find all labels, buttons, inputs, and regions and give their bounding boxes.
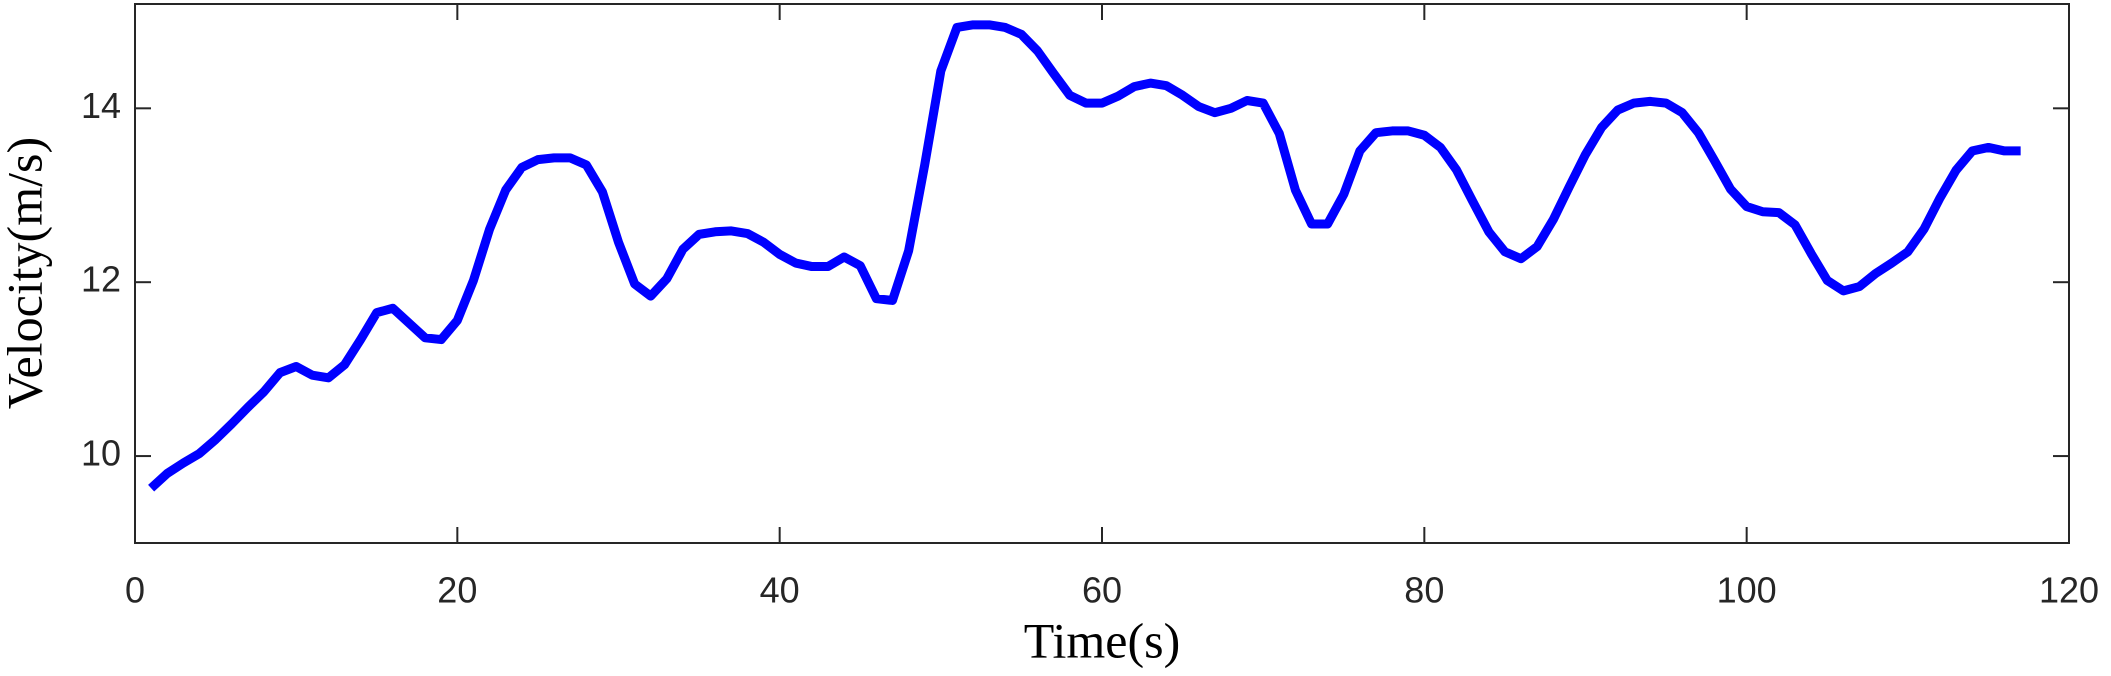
plot-frame [134, 3, 2070, 544]
x-tick-label: 80 [1404, 570, 1444, 611]
x-tick-label: 60 [1082, 570, 1122, 611]
x-tick-label: 120 [2039, 570, 2099, 611]
x-tick-label: 0 [125, 570, 145, 611]
x-tick-label: 20 [437, 570, 477, 611]
x-axis-label: Time(s) [1024, 612, 1181, 668]
y-tick-label: 14 [81, 85, 121, 126]
y-tick-label: 10 [81, 433, 121, 474]
y-axis-label: Velocity(m/s) [0, 137, 52, 409]
y-tick-label: 12 [81, 259, 121, 300]
data-line [148, 20, 2021, 492]
x-tick-label: 40 [760, 570, 800, 611]
x-tick-label: 100 [1717, 570, 1777, 611]
